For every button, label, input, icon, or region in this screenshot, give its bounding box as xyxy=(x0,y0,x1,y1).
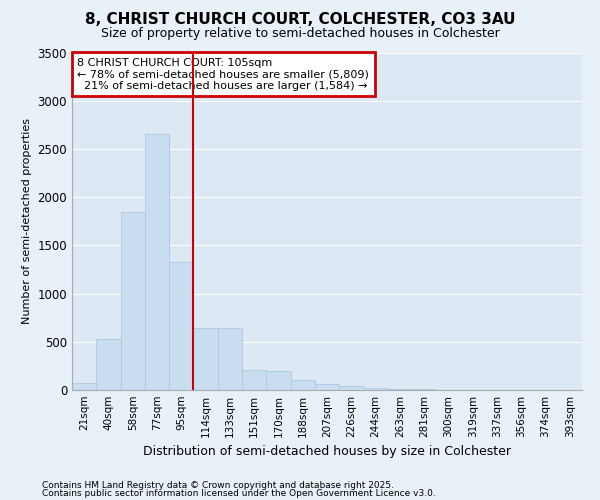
Bar xyxy=(218,328,242,390)
Bar xyxy=(193,328,218,390)
Text: Contains HM Land Registry data © Crown copyright and database right 2025.: Contains HM Land Registry data © Crown c… xyxy=(42,480,394,490)
Text: 8 CHRIST CHURCH COURT: 105sqm
← 78% of semi-detached houses are smaller (5,809)
: 8 CHRIST CHURCH COURT: 105sqm ← 78% of s… xyxy=(77,58,369,91)
Y-axis label: Number of semi-detached properties: Number of semi-detached properties xyxy=(22,118,32,324)
Bar xyxy=(339,386,364,390)
Text: 8, CHRIST CHURCH COURT, COLCHESTER, CO3 3AU: 8, CHRIST CHURCH COURT, COLCHESTER, CO3 … xyxy=(85,12,515,28)
Bar xyxy=(266,370,290,390)
Bar xyxy=(364,388,388,390)
X-axis label: Distribution of semi-detached houses by size in Colchester: Distribution of semi-detached houses by … xyxy=(143,446,511,458)
Bar xyxy=(290,380,315,390)
Text: Size of property relative to semi-detached houses in Colchester: Size of property relative to semi-detach… xyxy=(101,28,499,40)
Bar xyxy=(72,383,96,390)
Bar xyxy=(145,134,169,390)
Bar xyxy=(388,389,412,390)
Bar xyxy=(121,212,145,390)
Bar xyxy=(169,262,193,390)
Bar xyxy=(96,339,121,390)
Bar xyxy=(315,384,339,390)
Bar xyxy=(242,370,266,390)
Text: Contains public sector information licensed under the Open Government Licence v3: Contains public sector information licen… xyxy=(42,489,436,498)
